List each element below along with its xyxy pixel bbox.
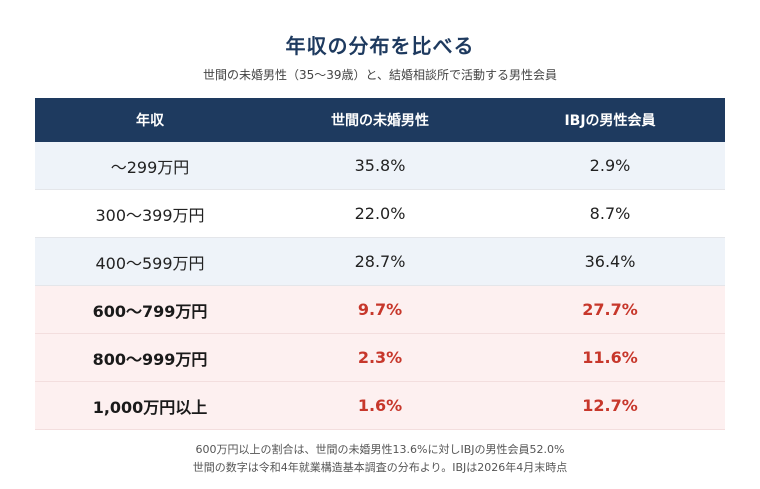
table-row: 800〜999万円 2.3% 11.6% [35, 333, 725, 382]
income-range-cell: 800〜999万円 [35, 333, 265, 382]
table-header-row: 年収 世間の未婚男性 IBJの男性会員 [35, 98, 725, 142]
income-range-cell: 600〜799万円 [35, 285, 265, 334]
header-ibj-male-members: IBJの男性会員 [495, 98, 725, 142]
income-range-cell: 1,000万円以上 [35, 381, 265, 430]
income-range-cell: 300〜399万円 [35, 189, 265, 238]
chart-title: 年収の分布を比べる [285, 34, 475, 58]
income-range-cell: 400〜599万円 [35, 237, 265, 286]
header-general-unmarried-men: 世間の未婚男性 [265, 98, 495, 142]
chart-subtitle: 世間の未婚男性（35〜39歳）と、結婚相談所で活動する男性会員 [202, 68, 558, 82]
table-row: 400〜599万円 28.7% 36.4% [35, 237, 725, 286]
general-value-cell: 35.8% [265, 142, 495, 190]
income-range-cell: 〜299万円 [35, 142, 265, 190]
table-row: 〜299万円 35.8% 2.9% [35, 142, 725, 190]
general-value-cell: 2.3% [265, 333, 495, 382]
ibj-value-cell: 2.9% [495, 142, 725, 190]
general-value-cell: 1.6% [265, 381, 495, 430]
general-value-cell: 28.7% [265, 237, 495, 286]
table-row: 1,000万円以上 1.6% 12.7% [35, 381, 725, 430]
general-value-cell: 9.7% [265, 285, 495, 334]
footnote-summary: 600万円以上の割合は、世間の未婚男性13.6%に対しIBJの男性会員52.0% [195, 443, 565, 456]
ibj-value-cell: 27.7% [495, 285, 725, 334]
ibj-value-cell: 36.4% [495, 237, 725, 286]
ibj-value-cell: 11.6% [495, 333, 725, 382]
table-row: 600〜799万円 9.7% 27.7% [35, 285, 725, 334]
income-distribution-table: 年収 世間の未婚男性 IBJの男性会員 〜299万円 35.8% 2.9% 300〜3… [35, 98, 725, 430]
ibj-value-cell: 12.7% [495, 381, 725, 430]
footnote-source: 世間の数字は令和4年就業構造基本調査の分布より。IBJは2026年4月末時点 [192, 461, 568, 474]
header-income: 年収 [35, 98, 265, 142]
footnotes: 600万円以上の割合は、世間の未婚男性13.6%に対しIBJの男性会員52.0%… [0, 441, 760, 477]
table-body: 〜299万円 35.8% 2.9% 300〜399万円 22.0% 8.7% 400〜599… [35, 142, 725, 430]
general-value-cell: 22.0% [265, 189, 495, 238]
table-row: 300〜399万円 22.0% 8.7% [35, 189, 725, 238]
ibj-value-cell: 8.7% [495, 189, 725, 238]
